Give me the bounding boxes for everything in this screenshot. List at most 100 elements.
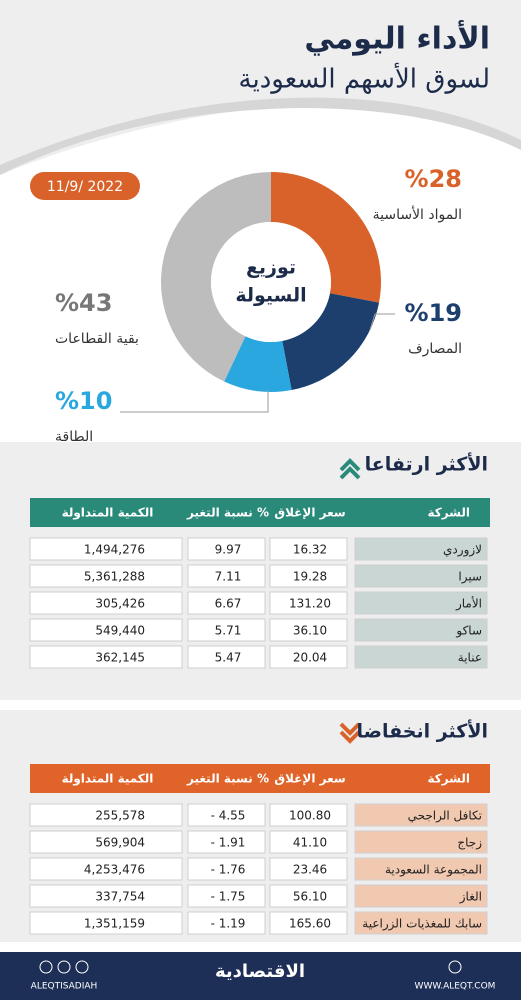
table-cell xyxy=(29,564,183,588)
table-cell xyxy=(269,564,348,588)
table-cell xyxy=(187,803,266,827)
column-header: الشركة xyxy=(427,772,470,786)
down-icon xyxy=(339,722,361,744)
cell-text: 41.10 xyxy=(293,836,327,850)
cell-text: 5.47 xyxy=(215,651,242,665)
cell-text: 36.10 xyxy=(293,624,327,638)
donut-title: توزيع xyxy=(246,257,296,279)
table-cell xyxy=(187,645,266,669)
cell-text: 5.71 xyxy=(215,624,242,638)
table-cell xyxy=(29,884,183,908)
table-cell xyxy=(354,537,488,561)
cell-text: 23.46 xyxy=(293,863,327,877)
table-cell xyxy=(187,911,266,935)
table-cell xyxy=(354,830,488,854)
column-header: سعر الإغلاق xyxy=(274,506,345,520)
table-cell xyxy=(29,803,183,827)
table-cell xyxy=(269,591,348,615)
cell-text: 569,904 xyxy=(95,836,145,850)
icon xyxy=(75,960,89,974)
table-cell xyxy=(354,884,488,908)
cell-text: 7.11 xyxy=(215,570,242,584)
table-header xyxy=(30,498,490,527)
cell-text: ساكو xyxy=(455,624,482,639)
cell-text: 100.80 xyxy=(289,809,331,823)
table-cell xyxy=(29,537,183,561)
donut-segment xyxy=(271,172,381,303)
footer-site: WWW.ALEQT.COM xyxy=(415,982,496,992)
title: الأداء اليومي xyxy=(304,20,490,57)
cell-text: - 4.55 xyxy=(211,809,246,823)
cell-text: - 1.75 xyxy=(211,890,246,904)
donut-segment xyxy=(161,172,271,382)
donut-title: السيولة xyxy=(235,285,306,307)
table-cell xyxy=(354,591,488,615)
cell-text: الأمار xyxy=(455,596,482,612)
up-icon xyxy=(339,458,361,480)
cell-text: 6.67 xyxy=(215,597,242,611)
table-cell xyxy=(354,645,488,669)
cell-text: 305,426 xyxy=(95,597,145,611)
table-cell xyxy=(187,618,266,642)
table-cell xyxy=(269,618,348,642)
cell-text: 5,361,288 xyxy=(84,570,145,584)
cell-text: 549,440 xyxy=(95,624,145,638)
cell-text: 165.60 xyxy=(289,917,331,931)
table-cell xyxy=(269,911,348,935)
cell-text: 362,145 xyxy=(95,651,145,665)
table-header xyxy=(30,764,490,793)
cell-text: لازوردي xyxy=(443,543,482,558)
table-cell xyxy=(269,857,348,881)
table-cell xyxy=(187,857,266,881)
icon xyxy=(448,960,462,974)
column-header: نسبة التغير % xyxy=(186,506,269,520)
value-label: %19 xyxy=(405,299,462,327)
table-cell xyxy=(269,884,348,908)
table-cell xyxy=(29,645,183,669)
table-cell xyxy=(29,911,183,935)
table-cell xyxy=(354,564,488,588)
donut-segment xyxy=(282,293,380,391)
column-header: الكمية المتداولة xyxy=(62,772,154,787)
cell-text: 20.04 xyxy=(293,651,327,665)
cell-text: 1,351,159 xyxy=(84,917,145,931)
table-cell xyxy=(354,803,488,827)
category-label: بقية القطاعات xyxy=(55,331,139,347)
date: 11/9/ 2022 xyxy=(47,179,123,195)
column-header: سعر الإغلاق xyxy=(274,772,345,786)
column-header: الشركة xyxy=(427,506,470,520)
footer-handle: ALEQTISADIAH xyxy=(31,982,98,992)
cell-text: 1,494,276 xyxy=(84,543,145,557)
category-label: الطاقة xyxy=(55,429,93,445)
cell-text: سابك للمغذيات الزراعية xyxy=(362,917,482,932)
cell-text: زجاج xyxy=(457,836,482,851)
cell-text: تكافل الراجحي xyxy=(408,809,482,824)
header-bg xyxy=(0,0,521,175)
cell-text: - 1.19 xyxy=(211,917,246,931)
table-cell xyxy=(354,618,488,642)
table-cell xyxy=(187,591,266,615)
cell-text: 255,578 xyxy=(95,809,145,823)
table-cell xyxy=(354,911,488,935)
table-cell xyxy=(187,884,266,908)
column-header: نسبة التغير % xyxy=(186,772,269,786)
donut-hole xyxy=(211,222,331,342)
date-pill xyxy=(30,172,140,200)
table-cell xyxy=(29,618,183,642)
leader-line xyxy=(120,390,269,413)
table-cell xyxy=(29,830,183,854)
cell-text: 9.97 xyxy=(215,543,242,557)
column-header: الكمية المتداولة xyxy=(62,506,154,521)
category-label: المصارف xyxy=(408,341,462,357)
value-label: %43 xyxy=(55,289,112,317)
table-cell xyxy=(269,830,348,854)
cell-text: الغاز xyxy=(459,890,482,905)
cell-text: 131.20 xyxy=(289,597,331,611)
table-cell xyxy=(29,857,183,881)
cell-text: عناية xyxy=(458,651,482,665)
table-cell xyxy=(354,857,488,881)
cell-text: 56.10 xyxy=(293,890,327,904)
donut-segment xyxy=(224,336,292,392)
